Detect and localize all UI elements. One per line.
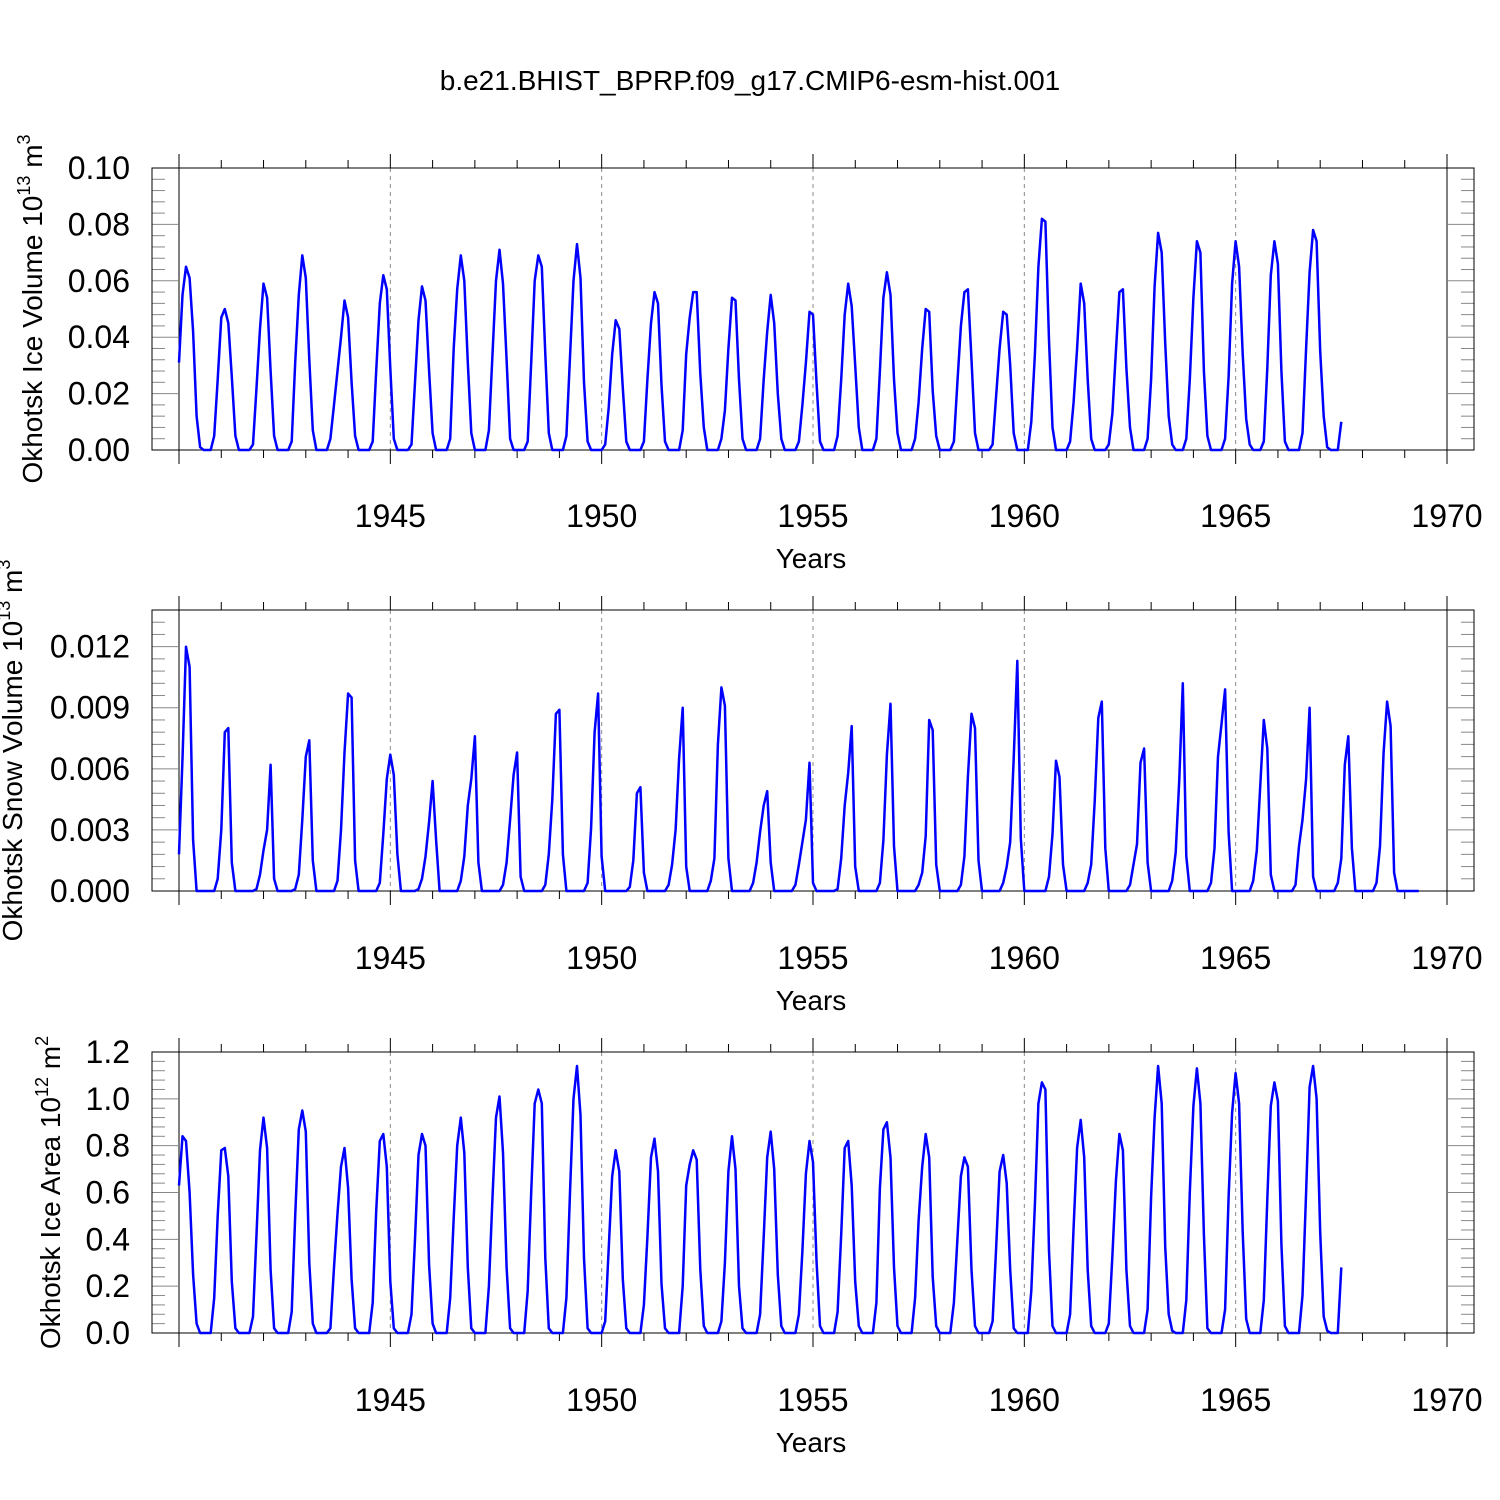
ice-area-series-line [177, 1064, 1343, 1335]
ice-volume-ytick-label: 0.02 [68, 376, 130, 412]
snow-volume-frame [151, 609, 1475, 892]
ice-area-xlabel: Years [776, 1427, 847, 1458]
ice-area-panel: 0.0 0.2 0.4 0.6 0.8 1.0 1.2 1945 1950 1955 1960 196… [32, 1034, 1483, 1458]
ice-area-ytick-label: 0.2 [86, 1268, 130, 1304]
ice-volume-ytick-label: 0.08 [68, 206, 130, 242]
snow-volume-xtick-label: 1955 [777, 940, 848, 976]
ice-area-frame [151, 1051, 1475, 1334]
ice-area-xtick-label: 1955 [777, 1382, 848, 1418]
snow-volume-ytick-label: 0.009 [50, 690, 130, 726]
snow-volume-xtick-label: 1960 [989, 940, 1060, 976]
ice-volume-xtick-label: 1965 [1200, 498, 1271, 534]
snow-volume-series-line [177, 645, 1419, 893]
snow-volume-xtick-label: 1945 [355, 940, 426, 976]
ice-volume-frame [151, 167, 1475, 451]
snow-volume-ytick-label: 0.003 [50, 812, 130, 848]
ice-area-ytick-label: 0.4 [86, 1221, 130, 1257]
ice-volume-xtick-label: 1955 [777, 498, 848, 534]
ice-volume-ytick-label: 0.00 [68, 432, 130, 468]
ice-area-xtick-label: 1970 [1411, 1382, 1482, 1418]
ice-volume-panel: 0.00 0.02 0.04 0.06 0.08 0.10 1945 1950 1955 1960… [14, 134, 1483, 574]
ice-volume-ylabel: Okhotsk Ice Volume 1013 m3 [14, 134, 48, 483]
ice-area-xtick-label: 1945 [355, 1382, 426, 1418]
ice-area-xtick-label: 1960 [989, 1382, 1060, 1418]
ice-area-ytick-label: 0.6 [86, 1175, 130, 1211]
ice-area-ytick-label: 0.0 [86, 1315, 130, 1351]
snow-volume-ylabel: Okhotsk Snow Volume 1013 m3 [0, 560, 28, 942]
figure-title: b.e21.BHIST_BPRP.f09_g17.CMIP6-esm-hist.… [440, 65, 1060, 96]
ice-volume-xtick-label: 1950 [566, 498, 637, 534]
snow-volume-xtick-label: 1950 [566, 940, 637, 976]
ice-volume-ytick-label: 0.06 [68, 263, 130, 299]
ice-volume-series-line [177, 217, 1343, 452]
snow-volume-panel: 0.000 0.003 0.006 0.009 0.012 1945 1950 1955 196… [0, 560, 1483, 1016]
ice-volume-ytick-label: 0.10 [68, 150, 130, 186]
ice-area-xtick-label: 1950 [566, 1382, 637, 1418]
ice-area-ytick-label: 0.8 [86, 1128, 130, 1164]
ice-area-ytick-label: 1.0 [86, 1081, 130, 1117]
snow-volume-xtick-label: 1965 [1200, 940, 1271, 976]
snow-volume-ytick-label: 0.000 [50, 873, 130, 909]
ice-volume-ytick-label: 0.04 [68, 319, 130, 355]
snow-volume-xlabel: Years [776, 985, 847, 1016]
ice-area-xtick-label: 1965 [1200, 1382, 1271, 1418]
snow-volume-ytick-label: 0.012 [50, 629, 130, 665]
snow-volume-xtick-label: 1970 [1411, 940, 1482, 976]
ice-volume-xtick-label: 1960 [989, 498, 1060, 534]
snow-volume-ytick-label: 0.006 [50, 751, 130, 787]
ice-area-ytick-label: 1.2 [86, 1034, 130, 1070]
ice-volume-xtick-label: 1945 [355, 498, 426, 534]
ice-area-ylabel: Okhotsk Ice Area 1012 m2 [32, 1036, 66, 1349]
ice-volume-xlabel: Years [776, 543, 847, 574]
ice-volume-xtick-label: 1970 [1411, 498, 1482, 534]
